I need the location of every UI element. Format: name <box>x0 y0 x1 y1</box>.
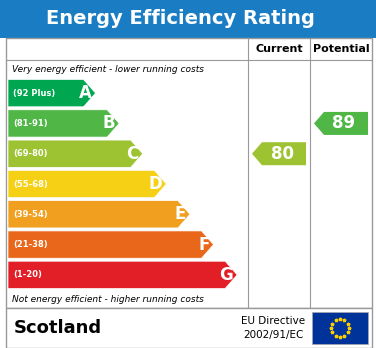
Polygon shape <box>314 112 368 135</box>
Polygon shape <box>252 142 306 165</box>
Polygon shape <box>8 201 190 228</box>
Text: (39-54): (39-54) <box>13 210 48 219</box>
Polygon shape <box>8 261 237 288</box>
Text: (92 Plus): (92 Plus) <box>13 89 55 98</box>
Text: Very energy efficient - lower running costs: Very energy efficient - lower running co… <box>12 64 204 73</box>
Text: F: F <box>198 236 209 254</box>
Text: 89: 89 <box>332 114 356 133</box>
Text: B: B <box>103 114 115 133</box>
Polygon shape <box>8 110 119 137</box>
Text: (1-20): (1-20) <box>13 270 42 279</box>
Bar <box>6 308 372 348</box>
Text: G: G <box>219 266 233 284</box>
Bar <box>312 312 368 344</box>
Polygon shape <box>8 140 143 167</box>
Text: E: E <box>174 205 186 223</box>
Polygon shape <box>8 79 96 107</box>
Text: (55-68): (55-68) <box>13 180 48 189</box>
Text: C: C <box>126 145 139 163</box>
Text: (21-38): (21-38) <box>13 240 48 249</box>
Bar <box>0 0 376 38</box>
Text: Scotland: Scotland <box>14 319 102 337</box>
Bar <box>6 38 372 308</box>
Text: A: A <box>79 84 91 102</box>
Text: D: D <box>149 175 162 193</box>
Text: Not energy efficient - higher running costs: Not energy efficient - higher running co… <box>12 294 204 303</box>
Text: Energy Efficiency Rating: Energy Efficiency Rating <box>46 9 315 29</box>
Text: 80: 80 <box>270 145 294 163</box>
Text: EU Directive
2002/91/EC: EU Directive 2002/91/EC <box>241 316 305 340</box>
Polygon shape <box>8 231 214 258</box>
Text: Potential: Potential <box>313 44 369 54</box>
Polygon shape <box>8 171 166 198</box>
Text: Current: Current <box>255 44 303 54</box>
Text: (81-91): (81-91) <box>13 119 48 128</box>
Text: (69-80): (69-80) <box>13 149 47 158</box>
